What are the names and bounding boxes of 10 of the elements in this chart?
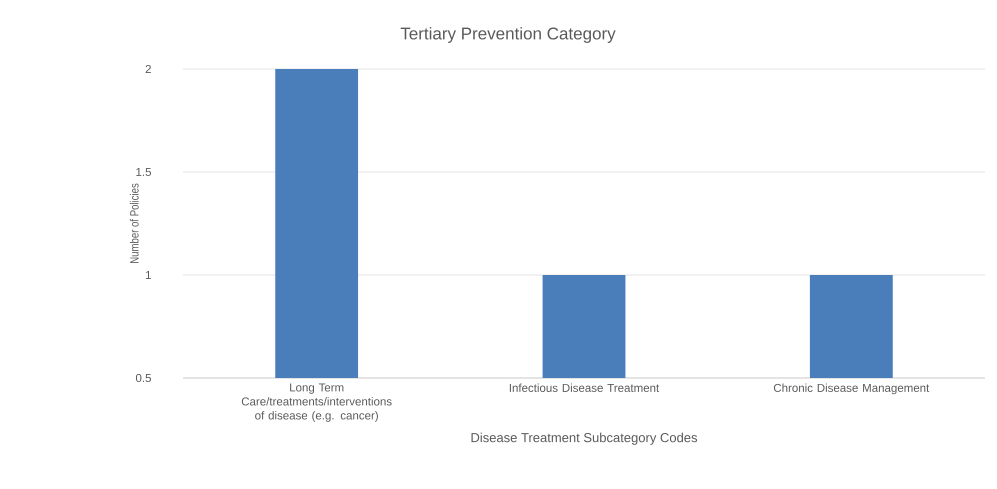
y-tick-label: 1 xyxy=(146,271,151,279)
y-tick-label: 1.5 xyxy=(136,168,151,176)
x-tick-label: Long Term Care/treatments/interventions of disease (e.g. cancer) xyxy=(242,384,392,422)
y-axis-title: Number of Policies xyxy=(130,184,139,263)
x-tick-label: Chronic Disease Management xyxy=(774,384,930,394)
x-axis-title: Disease Treatment Subcategory Codes xyxy=(472,432,698,445)
y-tick-label: 0.5 xyxy=(136,374,151,382)
chart-title: Tertiary Prevention Category xyxy=(400,27,616,43)
y-tick-label: 2 xyxy=(146,64,151,74)
x-tick-label: Infectious Disease Treatment xyxy=(510,384,660,392)
